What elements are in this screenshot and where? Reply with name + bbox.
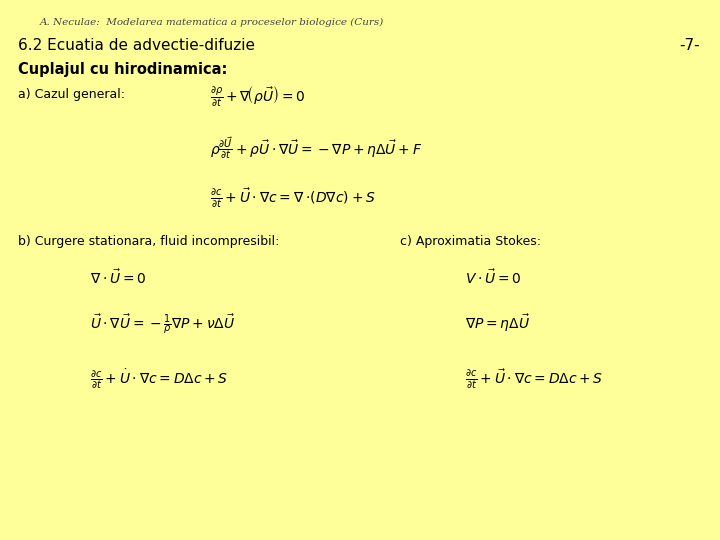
Text: -7-: -7-: [680, 38, 700, 53]
Text: $\frac{\partial c}{\partial t}+\vec{U}\cdot\nabla c=D\Delta c+S$: $\frac{\partial c}{\partial t}+\vec{U}\c…: [465, 368, 603, 392]
Text: $V\cdot\vec{U}=0$: $V\cdot\vec{U}=0$: [465, 268, 521, 287]
Text: $\frac{\partial c}{\partial t}+\vec{U}\cdot\nabla c=\nabla\cdot\!\left(D\nabla c: $\frac{\partial c}{\partial t}+\vec{U}\c…: [210, 187, 376, 210]
Text: $\vec{U}\cdot\nabla\vec{U}=-\frac{1}{\rho}\nabla P+\nu\Delta\vec{U}$: $\vec{U}\cdot\nabla\vec{U}=-\frac{1}{\rh…: [90, 312, 235, 336]
Text: a) Cazul general:: a) Cazul general:: [18, 88, 125, 101]
Text: A. Neculae:  Modelarea matematica a proceselor biologice (Curs): A. Neculae: Modelarea matematica a proce…: [40, 18, 384, 27]
Text: $\nabla P=\eta\Delta\vec{U}$: $\nabla P=\eta\Delta\vec{U}$: [465, 312, 530, 334]
Text: b) Curgere stationara, fluid incompresibil:: b) Curgere stationara, fluid incompresib…: [18, 235, 279, 248]
Text: 6.2 Ecuatia de advectie-difuzie: 6.2 Ecuatia de advectie-difuzie: [18, 38, 255, 53]
Text: $\frac{\partial c}{\partial t}+\dot{U}\cdot\nabla c=D\Delta c+S$: $\frac{\partial c}{\partial t}+\dot{U}\c…: [90, 368, 228, 392]
Text: $\nabla\cdot\vec{U}=0$: $\nabla\cdot\vec{U}=0$: [90, 268, 146, 287]
Text: $\frac{\partial \rho}{\partial t}+\nabla\!\left(\rho\vec{U}\right)=0$: $\frac{\partial \rho}{\partial t}+\nabla…: [210, 85, 305, 110]
Text: c) Aproximatia Stokes:: c) Aproximatia Stokes:: [400, 235, 541, 248]
Text: $\rho\frac{\partial \vec{U}}{\partial t}+\rho\vec{U}\cdot\nabla\vec{U}=-\nabla P: $\rho\frac{\partial \vec{U}}{\partial t}…: [210, 135, 423, 161]
Text: Cuplajul cu hirodinamica:: Cuplajul cu hirodinamica:: [18, 62, 228, 77]
